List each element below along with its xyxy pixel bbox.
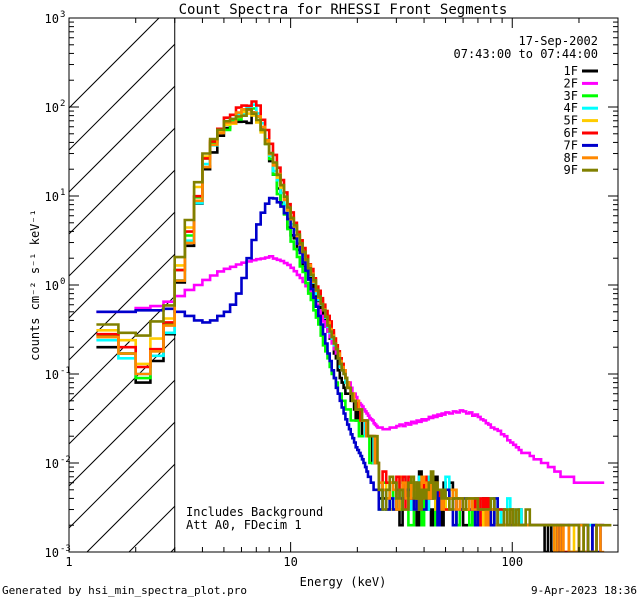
hatch-line [170, 547, 176, 553]
footer-timestamp: 9-Apr-2023 18:36 [531, 584, 637, 597]
axis-ticks [68, 17, 619, 553]
series-line-4F [96, 103, 597, 552]
series-line-7F [96, 196, 605, 552]
x-axis-label: Energy (keV) [300, 575, 387, 589]
hatch-line [68, 43, 176, 151]
x-tick-label: 100 [501, 555, 523, 569]
legend-label-5F: 5F [564, 114, 578, 128]
y-tick-base: 10 [45, 190, 59, 204]
y-tick-base: 10 [45, 368, 59, 382]
legend-label-6F: 6F [564, 126, 578, 140]
y-tick-exponent: 3 [60, 10, 65, 20]
y-axis-label: counts cm⁻² s⁻¹ keV⁻¹ [28, 209, 42, 361]
hatch-line [128, 505, 176, 553]
annotation-time-range: 07:43:00 to 07:44:00 [454, 47, 599, 61]
series-line-3F [96, 107, 597, 552]
y-tick-base: 10 [45, 12, 59, 26]
chart-title: Count Spectra for RHESSI Front Segments [179, 2, 508, 18]
hatch-line [68, 295, 176, 403]
hatch-line [68, 253, 176, 361]
background-hatch-region [68, 17, 176, 553]
legend-label-1F: 1F [564, 64, 578, 78]
plot-frame [68, 17, 619, 553]
y-tick-base: 10 [45, 457, 59, 471]
legend-label-9F: 9F [564, 163, 578, 177]
series-line-8F [96, 108, 605, 552]
legend-label-2F: 2F [564, 76, 578, 90]
series-layer [96, 100, 612, 552]
legend-label-7F: 7F [564, 138, 578, 152]
legend-label-8F: 8F [564, 151, 578, 165]
hatch-line [86, 463, 176, 553]
y-tick-base: 10 [45, 546, 59, 560]
hatch-line [68, 421, 176, 529]
series-line-9F [96, 108, 612, 552]
y-tick-exponent: 2 [60, 99, 65, 109]
hatch-line [68, 85, 176, 193]
y-tick-exponent: -3 [60, 544, 71, 554]
y-tick-base: 10 [45, 101, 59, 115]
legend-label-3F: 3F [564, 89, 578, 103]
y-tick-exponent: -2 [60, 455, 71, 465]
hatch-line [68, 379, 176, 487]
annotation-date: 17-Sep-2002 [519, 34, 598, 48]
series-line-2F [96, 255, 605, 484]
annotation-background: Includes Background [186, 505, 323, 519]
hatch-line [68, 127, 176, 235]
footer-generated-by: Generated by hsi_min_spectra_plot.pro [2, 584, 248, 597]
x-tick-label: 10 [283, 555, 297, 569]
hatch-line [68, 17, 160, 109]
hatch-line [68, 211, 176, 319]
y-tick-exponent: 0 [60, 277, 65, 287]
hatch-line [68, 169, 176, 277]
annotation-attenuator: Att A0, FDecim 1 [186, 518, 302, 532]
y-tick-base: 10 [45, 279, 59, 293]
x-tick-label: 1 [65, 555, 72, 569]
legend-label-4F: 4F [564, 101, 578, 115]
y-tick-exponent: -1 [60, 366, 71, 376]
y-tick-exponent: 1 [60, 188, 65, 198]
